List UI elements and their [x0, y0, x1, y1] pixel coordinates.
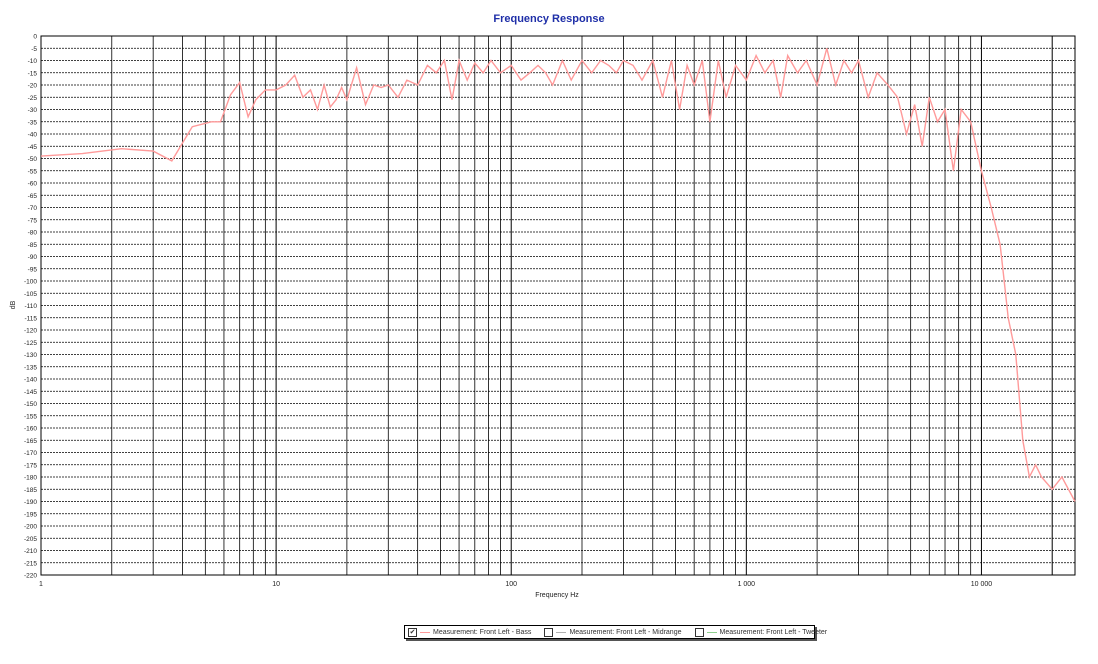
- y-tick-label: -210: [24, 548, 37, 555]
- y-tick-label: -25: [28, 95, 38, 102]
- legend-checkbox[interactable]: [694, 627, 704, 637]
- y-tick-label: -60: [28, 181, 38, 188]
- x-axis-label: Frequency Hz: [535, 592, 579, 599]
- chart-title: Frequency Response: [493, 13, 605, 25]
- y-tick-label: -215: [24, 560, 37, 567]
- y-tick-label: -185: [24, 487, 37, 494]
- legend-label: Measurement: Front Left - Tweeter: [719, 628, 828, 636]
- y-tick-label: -15: [28, 70, 38, 77]
- legend-swatch: [556, 631, 567, 633]
- y-tick-label: -10: [28, 58, 38, 65]
- plot-area: Frequency Hz dB 0 -5 -10 -15 -20 -25 -30 -35 -40…: [10, 34, 1076, 599]
- series-line: [40, 48, 1076, 502]
- x-tick-label: 10: [272, 581, 280, 588]
- x-tick-label: 10 000: [971, 581, 993, 588]
- y-tick-label: -20: [28, 83, 38, 90]
- y-tick-label: -190: [24, 499, 37, 506]
- y-tick-label: -70: [28, 205, 38, 212]
- x-tick-label: 1: [39, 581, 43, 588]
- y-tick-label: 0: [33, 34, 37, 41]
- legend-item[interactable]: ✔ Measurement: Front Left - Bass: [408, 627, 532, 637]
- legend-label: Measurement: Front Left - Bass: [433, 628, 532, 636]
- legend-label: Measurement: Front Left - Midrange: [569, 628, 682, 636]
- y-tick-label: -115: [24, 315, 37, 322]
- y-tick-label: -5: [31, 46, 37, 53]
- y-tick-label: -90: [28, 254, 38, 261]
- y-tick-label: -75: [28, 217, 38, 224]
- y-tick-label: -40: [28, 132, 38, 139]
- y-tick-label: -125: [24, 340, 37, 347]
- y-tick-label: -55: [28, 168, 38, 175]
- y-tick-label: -95: [28, 266, 38, 273]
- x-tick-label: 1 000: [738, 581, 756, 588]
- y-tick-label: -105: [24, 291, 37, 298]
- y-tick-label: -160: [24, 426, 37, 433]
- y-tick-label: -165: [24, 438, 37, 445]
- y-tick-label: -145: [24, 389, 37, 396]
- y-tick-label: -175: [24, 462, 37, 469]
- y-tick-label: -155: [24, 413, 37, 420]
- y-tick-label: -50: [28, 156, 38, 163]
- y-tick-label: -180: [24, 475, 37, 482]
- y-tick-label: -120: [24, 328, 37, 335]
- y-tick-label: -110: [24, 303, 37, 310]
- y-tick-label: -80: [28, 230, 38, 237]
- x-tick-label: 100: [505, 581, 517, 588]
- legend: ✔ Measurement: Front Left - Bass Measureme…: [404, 625, 827, 639]
- y-tick-label: -195: [24, 511, 37, 518]
- y-tick-label: -65: [28, 193, 38, 200]
- y-tick-label: -140: [24, 377, 37, 384]
- y-tick-label: -30: [28, 107, 38, 114]
- y-tick-label: -135: [24, 364, 37, 371]
- legend-checkbox[interactable]: [544, 627, 554, 637]
- y-axis-label: dB: [10, 300, 17, 309]
- y-tick-label: -45: [28, 144, 38, 151]
- y-tick-label: -85: [28, 242, 38, 249]
- y-tick-label: -205: [24, 536, 37, 543]
- legend-swatch: [420, 631, 430, 633]
- y-tick-label: -35: [28, 119, 38, 126]
- legend-item[interactable]: Measurement: Front Left - Midrange: [544, 627, 682, 637]
- legend-item[interactable]: Measurement: Front Left - Tweeter: [694, 627, 828, 637]
- y-tick-label: -200: [24, 524, 37, 531]
- legend-swatch: [706, 631, 717, 633]
- y-tick-label: -130: [24, 352, 37, 359]
- y-tick-label: -220: [24, 573, 37, 580]
- y-tick-label: -100: [24, 279, 37, 286]
- legend-checkbox[interactable]: ✔: [408, 627, 417, 637]
- y-tick-label: -150: [24, 401, 37, 408]
- y-tick-label: -170: [24, 450, 37, 457]
